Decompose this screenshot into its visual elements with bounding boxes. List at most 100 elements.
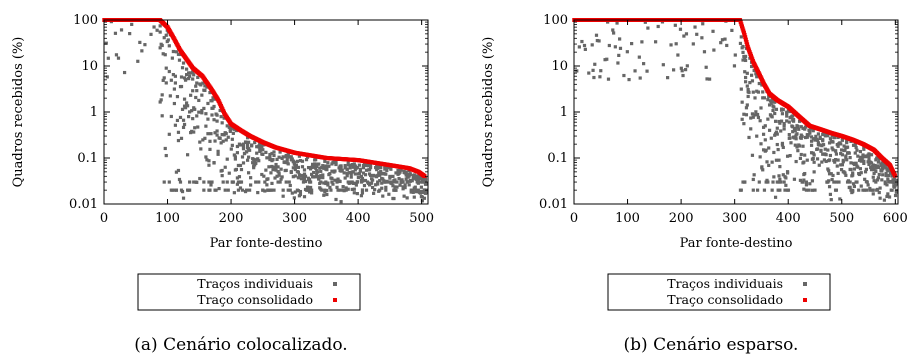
individual-trace-point [819, 149, 823, 153]
individual-trace-point [375, 164, 379, 168]
individual-trace-point [206, 132, 210, 136]
individual-trace-point [857, 188, 861, 192]
individual-trace-point [286, 153, 290, 157]
individual-trace-point [348, 166, 352, 170]
individual-trace-point [741, 50, 745, 54]
individual-trace-point [177, 177, 182, 182]
individual-trace-point [363, 173, 368, 177]
individual-trace-point [826, 134, 830, 138]
individual-trace-point [422, 196, 427, 200]
x-tick-label: 0 [570, 211, 578, 226]
individual-trace-point [839, 163, 843, 167]
individual-trace-point [880, 178, 884, 182]
individual-trace-point [808, 129, 812, 133]
individual-trace-point [418, 176, 422, 180]
individual-trace-point [345, 174, 349, 178]
individual-trace-point [333, 178, 337, 182]
individual-trace-point [225, 157, 229, 161]
individual-trace-point [258, 146, 262, 151]
individual-trace-point [809, 139, 814, 143]
individual-trace-point [378, 173, 382, 177]
individual-trace-point [603, 58, 607, 62]
individual-trace-point [884, 173, 888, 178]
individual-trace-point [270, 151, 274, 156]
individual-trace-point [220, 168, 224, 173]
individual-trace-point [595, 38, 599, 43]
individual-trace-point [206, 117, 210, 121]
individual-trace-point [189, 71, 193, 75]
individual-trace-point [231, 180, 235, 184]
individual-trace-point [302, 168, 307, 172]
individual-trace-point [368, 166, 373, 170]
individual-trace-point [328, 185, 332, 190]
individual-trace-point [240, 188, 245, 192]
individual-trace-point [202, 106, 206, 111]
individual-trace-point [775, 142, 779, 147]
individual-trace-point [862, 161, 866, 166]
individual-trace-point [783, 188, 787, 192]
individual-trace-point [339, 164, 343, 168]
individual-trace-point [113, 31, 118, 35]
individual-trace-point [386, 180, 390, 184]
individual-trace-point [839, 148, 844, 152]
individual-trace-point [290, 157, 294, 161]
individual-trace-point [828, 137, 833, 141]
individual-trace-point [285, 158, 289, 162]
individual-trace-point [287, 155, 291, 159]
individual-trace-point [403, 183, 407, 187]
individual-trace-point [378, 188, 382, 192]
individual-trace-point [178, 115, 183, 120]
individual-trace-point [368, 173, 373, 178]
individual-trace-point [824, 132, 828, 136]
individual-trace-point [830, 146, 834, 150]
individual-trace-point [741, 180, 745, 184]
individual-trace-point [276, 180, 280, 184]
individual-trace-point [823, 147, 827, 151]
individual-trace-point [408, 179, 412, 183]
individual-trace-point [195, 114, 199, 118]
individual-trace-point [821, 132, 825, 137]
individual-trace-point [771, 99, 775, 104]
individual-trace-point [885, 183, 889, 187]
individual-trace-point [827, 141, 832, 145]
individual-trace-point [422, 188, 427, 192]
individual-trace-point [234, 128, 238, 133]
individual-trace-point [886, 169, 890, 173]
individual-trace-point [866, 160, 870, 164]
individual-trace-point [785, 111, 789, 115]
individual-trace-point [174, 50, 179, 54]
individual-trace-point [772, 175, 776, 179]
individual-trace-point [775, 132, 779, 136]
individual-trace-point [890, 188, 894, 192]
individual-trace-point [669, 43, 673, 47]
individual-trace-point [867, 157, 871, 161]
individual-trace-point [369, 181, 374, 185]
individual-trace-point [394, 171, 398, 175]
individual-trace-point [583, 47, 587, 51]
individual-trace-point [338, 179, 342, 184]
individual-trace-point [782, 124, 786, 128]
individual-trace-point [187, 71, 191, 75]
individual-trace-point [364, 168, 369, 172]
individual-trace-point [181, 196, 186, 200]
individual-trace-point [212, 161, 216, 165]
individual-trace-point [743, 70, 747, 74]
individual-trace-point [893, 185, 897, 189]
individual-trace-point [215, 113, 219, 117]
individual-trace-point [194, 95, 198, 100]
individual-trace-point [887, 168, 892, 172]
individual-trace-point [310, 191, 314, 195]
individual-trace-point [360, 176, 365, 181]
individual-trace-point [864, 188, 869, 192]
individual-trace-point [826, 167, 830, 171]
individual-trace-point [201, 81, 205, 85]
individual-trace-point [230, 137, 234, 141]
individual-trace-point [740, 117, 744, 121]
individual-trace-point [732, 64, 737, 68]
individual-trace-point [353, 181, 357, 185]
individual-trace-point [398, 170, 402, 174]
individual-trace-point [773, 100, 777, 104]
individual-trace-point [254, 180, 258, 184]
individual-trace-point [245, 158, 250, 162]
individual-trace-point [362, 183, 367, 188]
